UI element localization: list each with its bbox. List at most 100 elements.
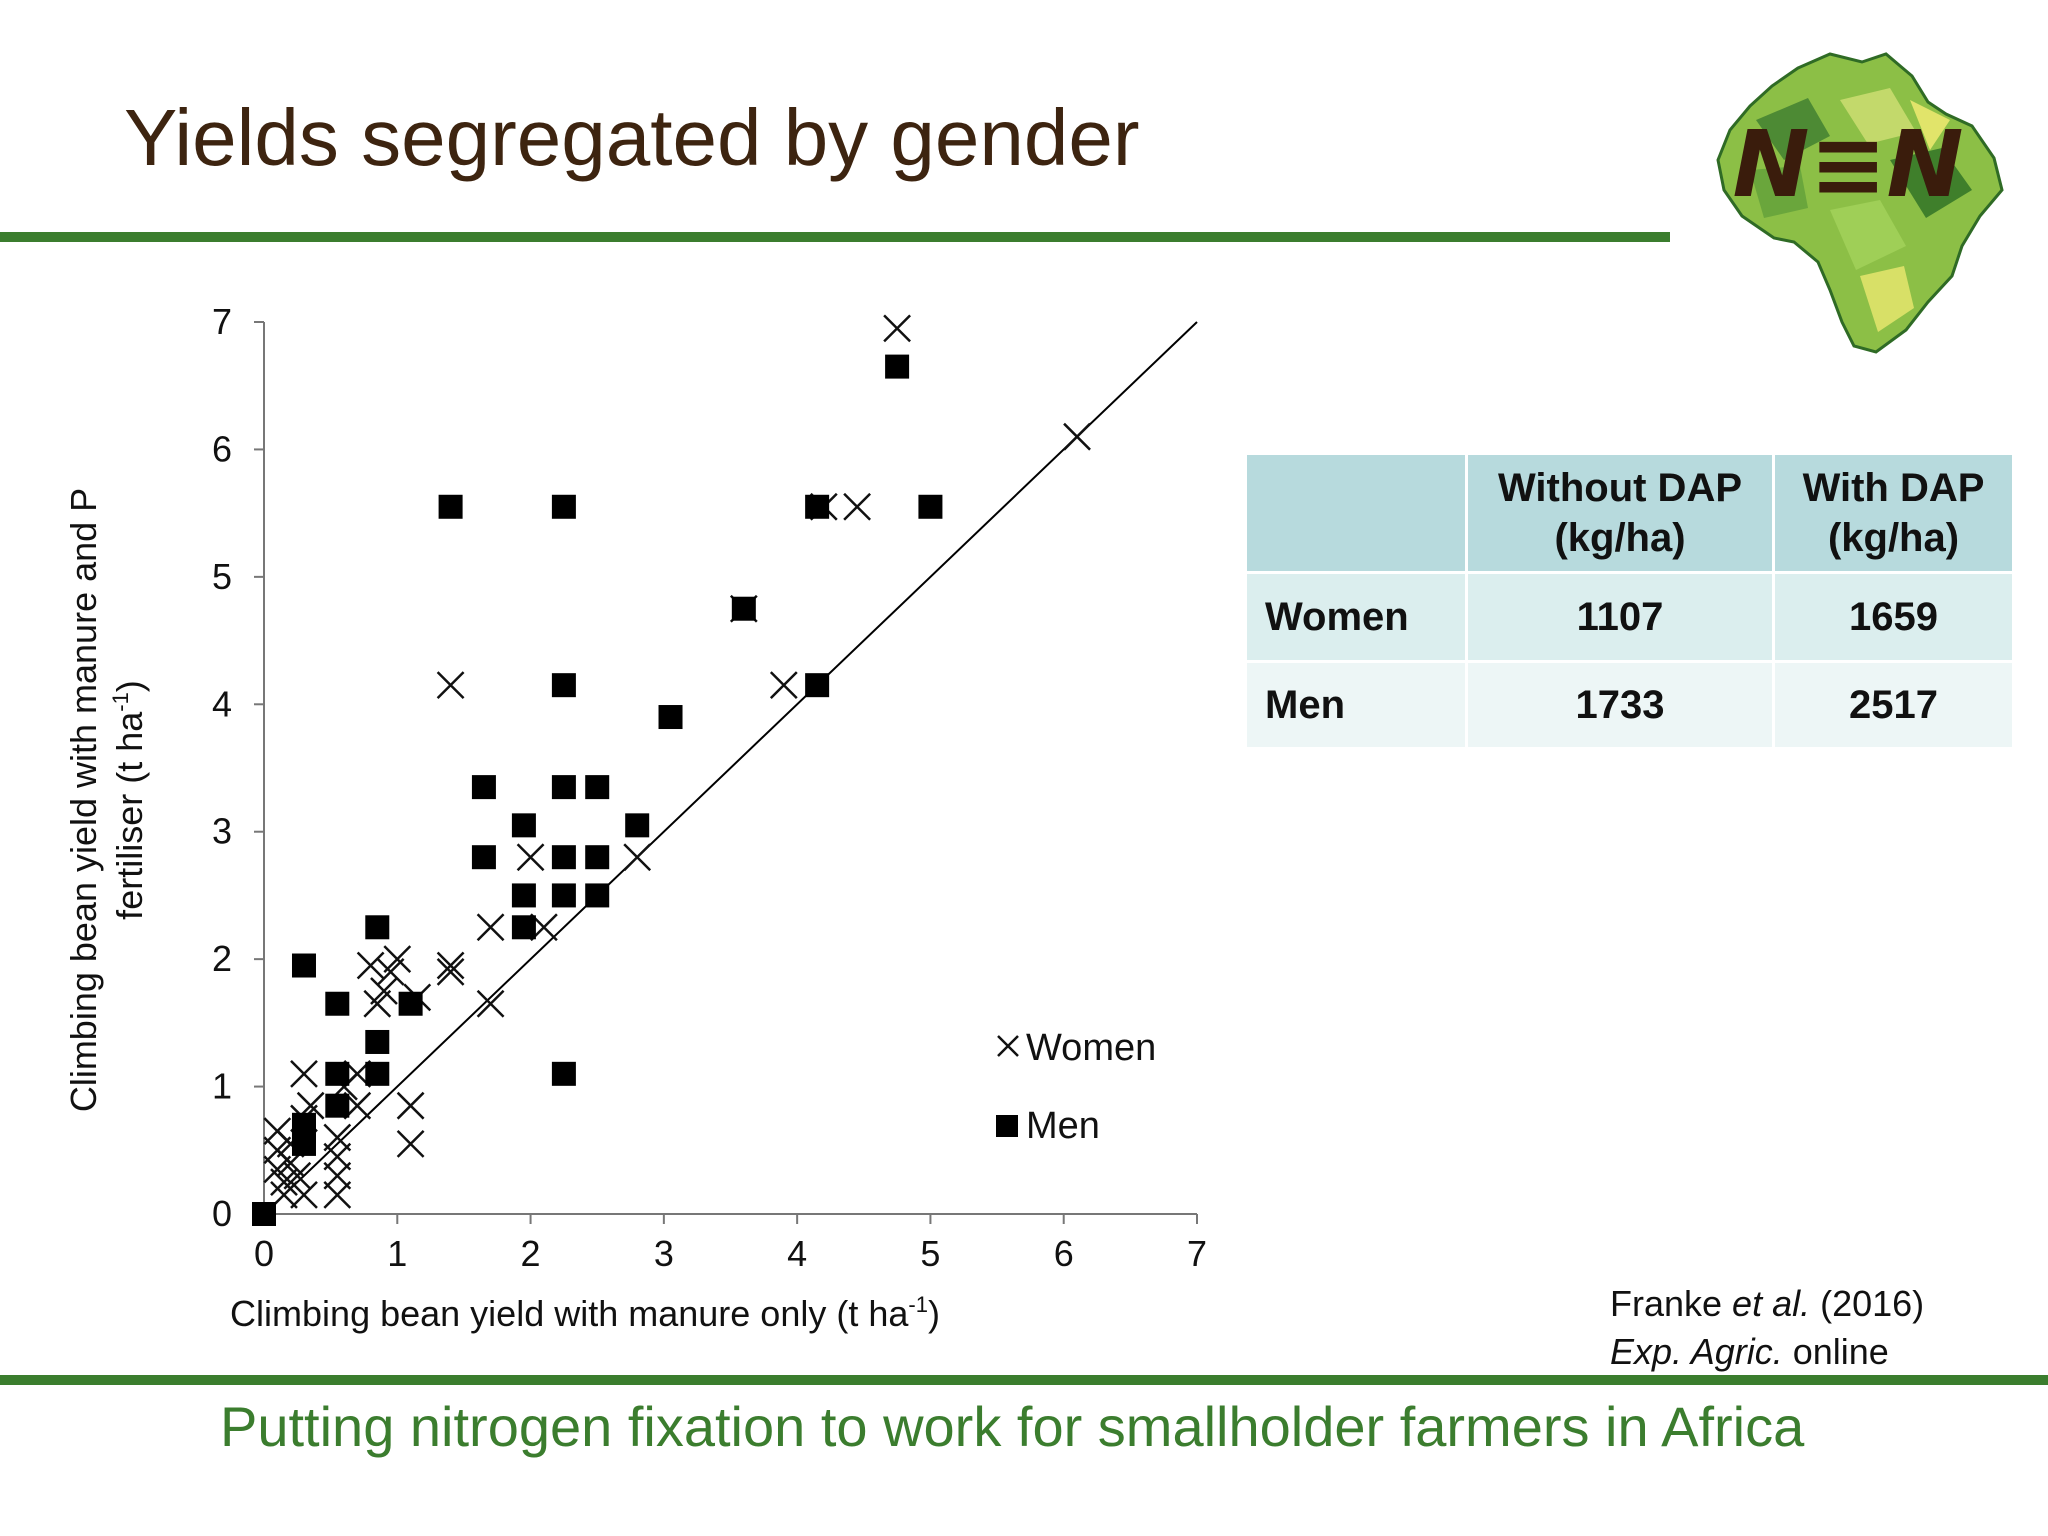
data-point-women [323, 1161, 352, 1190]
table-header-row: Without DAP (kg/ha) With DAP (kg/ha) [1244, 452, 2015, 574]
data-point-women [290, 1059, 318, 1088]
x-tick-label: 1 [387, 1233, 407, 1274]
data-point-men [511, 883, 536, 908]
data-point-women [476, 913, 505, 942]
cell-women-with-dap: 1659 [1772, 571, 2015, 663]
data-point-men [585, 775, 610, 800]
data-point-women [769, 671, 798, 700]
cell-men-with-dap: 2517 [1772, 660, 2015, 750]
reference-line [263, 321, 1198, 1215]
svg-text:Climbing bean yield with manur: Climbing bean yield with manure and P [63, 488, 104, 1112]
yield-table: Without DAP (kg/ha) With DAP (kg/ha) Women… [1244, 452, 2015, 750]
data-point-men [398, 991, 423, 1016]
data-point-men [511, 813, 536, 838]
chart-legend: Women Men [996, 1027, 1156, 1147]
table-row: Women 1107 1659 [1244, 571, 2015, 663]
row-label-men: Men [1244, 660, 1468, 750]
data-point-women [1063, 422, 1091, 451]
citation: Franke et al. (2016) Exp. Agric. online [1610, 1280, 1924, 1375]
data-point-men [365, 1061, 390, 1086]
data-point-women [283, 1161, 312, 1190]
data-point-men [325, 1061, 350, 1086]
data-point-women [623, 843, 652, 872]
data-point-women [436, 671, 465, 700]
series-men [252, 354, 943, 1226]
data-point-women [376, 958, 405, 986]
data-point-men [551, 883, 576, 908]
data-point-women [323, 1142, 352, 1171]
data-point-men [551, 673, 576, 698]
y-tick-labels: 0 1 2 3 4 5 6 7 [212, 301, 232, 1234]
x-tick-label: 4 [787, 1233, 807, 1274]
data-point-women [290, 1181, 318, 1209]
one-to-one-line [263, 321, 1198, 1215]
data-point-men [438, 494, 463, 519]
data-point-men [471, 845, 496, 870]
header-with-dap: With DAP (kg/ha) [1772, 452, 2015, 574]
data-point-women [270, 1168, 298, 1197]
x-tick-label: 3 [654, 1233, 674, 1274]
data-point-women [396, 1130, 425, 1158]
table-corner-cell [1244, 452, 1468, 574]
x-tick-label: 6 [1054, 1233, 1074, 1274]
data-point-women [383, 945, 412, 974]
data-point-women [516, 843, 545, 872]
x-tick-label: 2 [521, 1233, 541, 1274]
data-point-men [291, 953, 316, 978]
y-tick-label: 6 [212, 428, 232, 469]
legend-marker-x [997, 1035, 1019, 1057]
data-point-men [918, 494, 943, 519]
data-point-men [365, 1029, 390, 1054]
legend-label-women: Women [1026, 1027, 1156, 1069]
citation-line-1: Franke et al. (2016) [1610, 1283, 1925, 1324]
y-tick-label: 0 [212, 1193, 232, 1234]
data-point-men [551, 494, 576, 519]
cell-men-without-dap: 1733 [1465, 660, 1775, 750]
data-point-men [551, 775, 576, 800]
data-point-women [476, 989, 505, 1018]
footer-tagline: Putting nitrogen fixation to work for sm… [220, 1395, 1805, 1458]
data-point-women [396, 1091, 425, 1120]
legend-label-men: Men [1026, 1105, 1100, 1147]
header-without-dap: Without DAP (kg/ha) [1465, 452, 1775, 574]
data-point-men [365, 915, 390, 940]
row-label-women: Women [1244, 571, 1468, 663]
data-point-men [325, 991, 350, 1016]
y-tick-label: 4 [212, 683, 232, 724]
cell-women-without-dap: 1107 [1465, 571, 1775, 663]
y-tick-label: 1 [212, 1066, 232, 1107]
footer-divider [0, 1375, 2048, 1385]
y-tick-label: 3 [212, 811, 232, 852]
data-point-men [291, 1112, 316, 1137]
data-point-women [883, 314, 911, 343]
legend-item-men: Men [996, 1105, 1100, 1147]
x-tick-label: 7 [1187, 1233, 1207, 1274]
data-point-men [805, 494, 830, 519]
x-tick-labels: 0 1 2 3 4 5 6 7 [254, 1233, 1207, 1274]
data-point-women [363, 989, 392, 1018]
data-point-men [551, 1061, 576, 1086]
x-tick-label: 0 [254, 1233, 274, 1274]
data-point-women [436, 958, 465, 986]
x-axis-label: Climbing bean yield with manure only (t … [230, 1292, 940, 1334]
legend-marker-square [996, 1115, 1018, 1137]
scatter-chart: 0 1 2 3 4 5 6 7 0 1 2 3 4 5 6 7 Climbing bean yield wi… [63, 301, 1207, 1334]
data-point-women [370, 977, 398, 1005]
data-point-men [731, 596, 756, 621]
svg-text:fertiliser (t ha-1): fertiliser (t ha-1) [108, 680, 150, 920]
y-tick-label: 5 [212, 556, 232, 597]
data-point-men [885, 354, 910, 379]
y-axis-label: Climbing bean yield with manure and P fe… [63, 488, 150, 1112]
data-point-men [585, 883, 610, 908]
data-point-men [658, 705, 683, 730]
data-point-men [252, 1202, 276, 1226]
data-point-women [356, 951, 385, 980]
data-point-men [551, 845, 576, 870]
y-tick-label: 2 [212, 938, 232, 979]
logo-lettering: N≡N [1732, 111, 1963, 218]
data-point-men [625, 813, 650, 838]
title-divider [0, 232, 1670, 242]
data-point-men [471, 775, 496, 800]
legend-item-women: Women [997, 1027, 1156, 1069]
x-tick-label: 5 [920, 1233, 940, 1274]
